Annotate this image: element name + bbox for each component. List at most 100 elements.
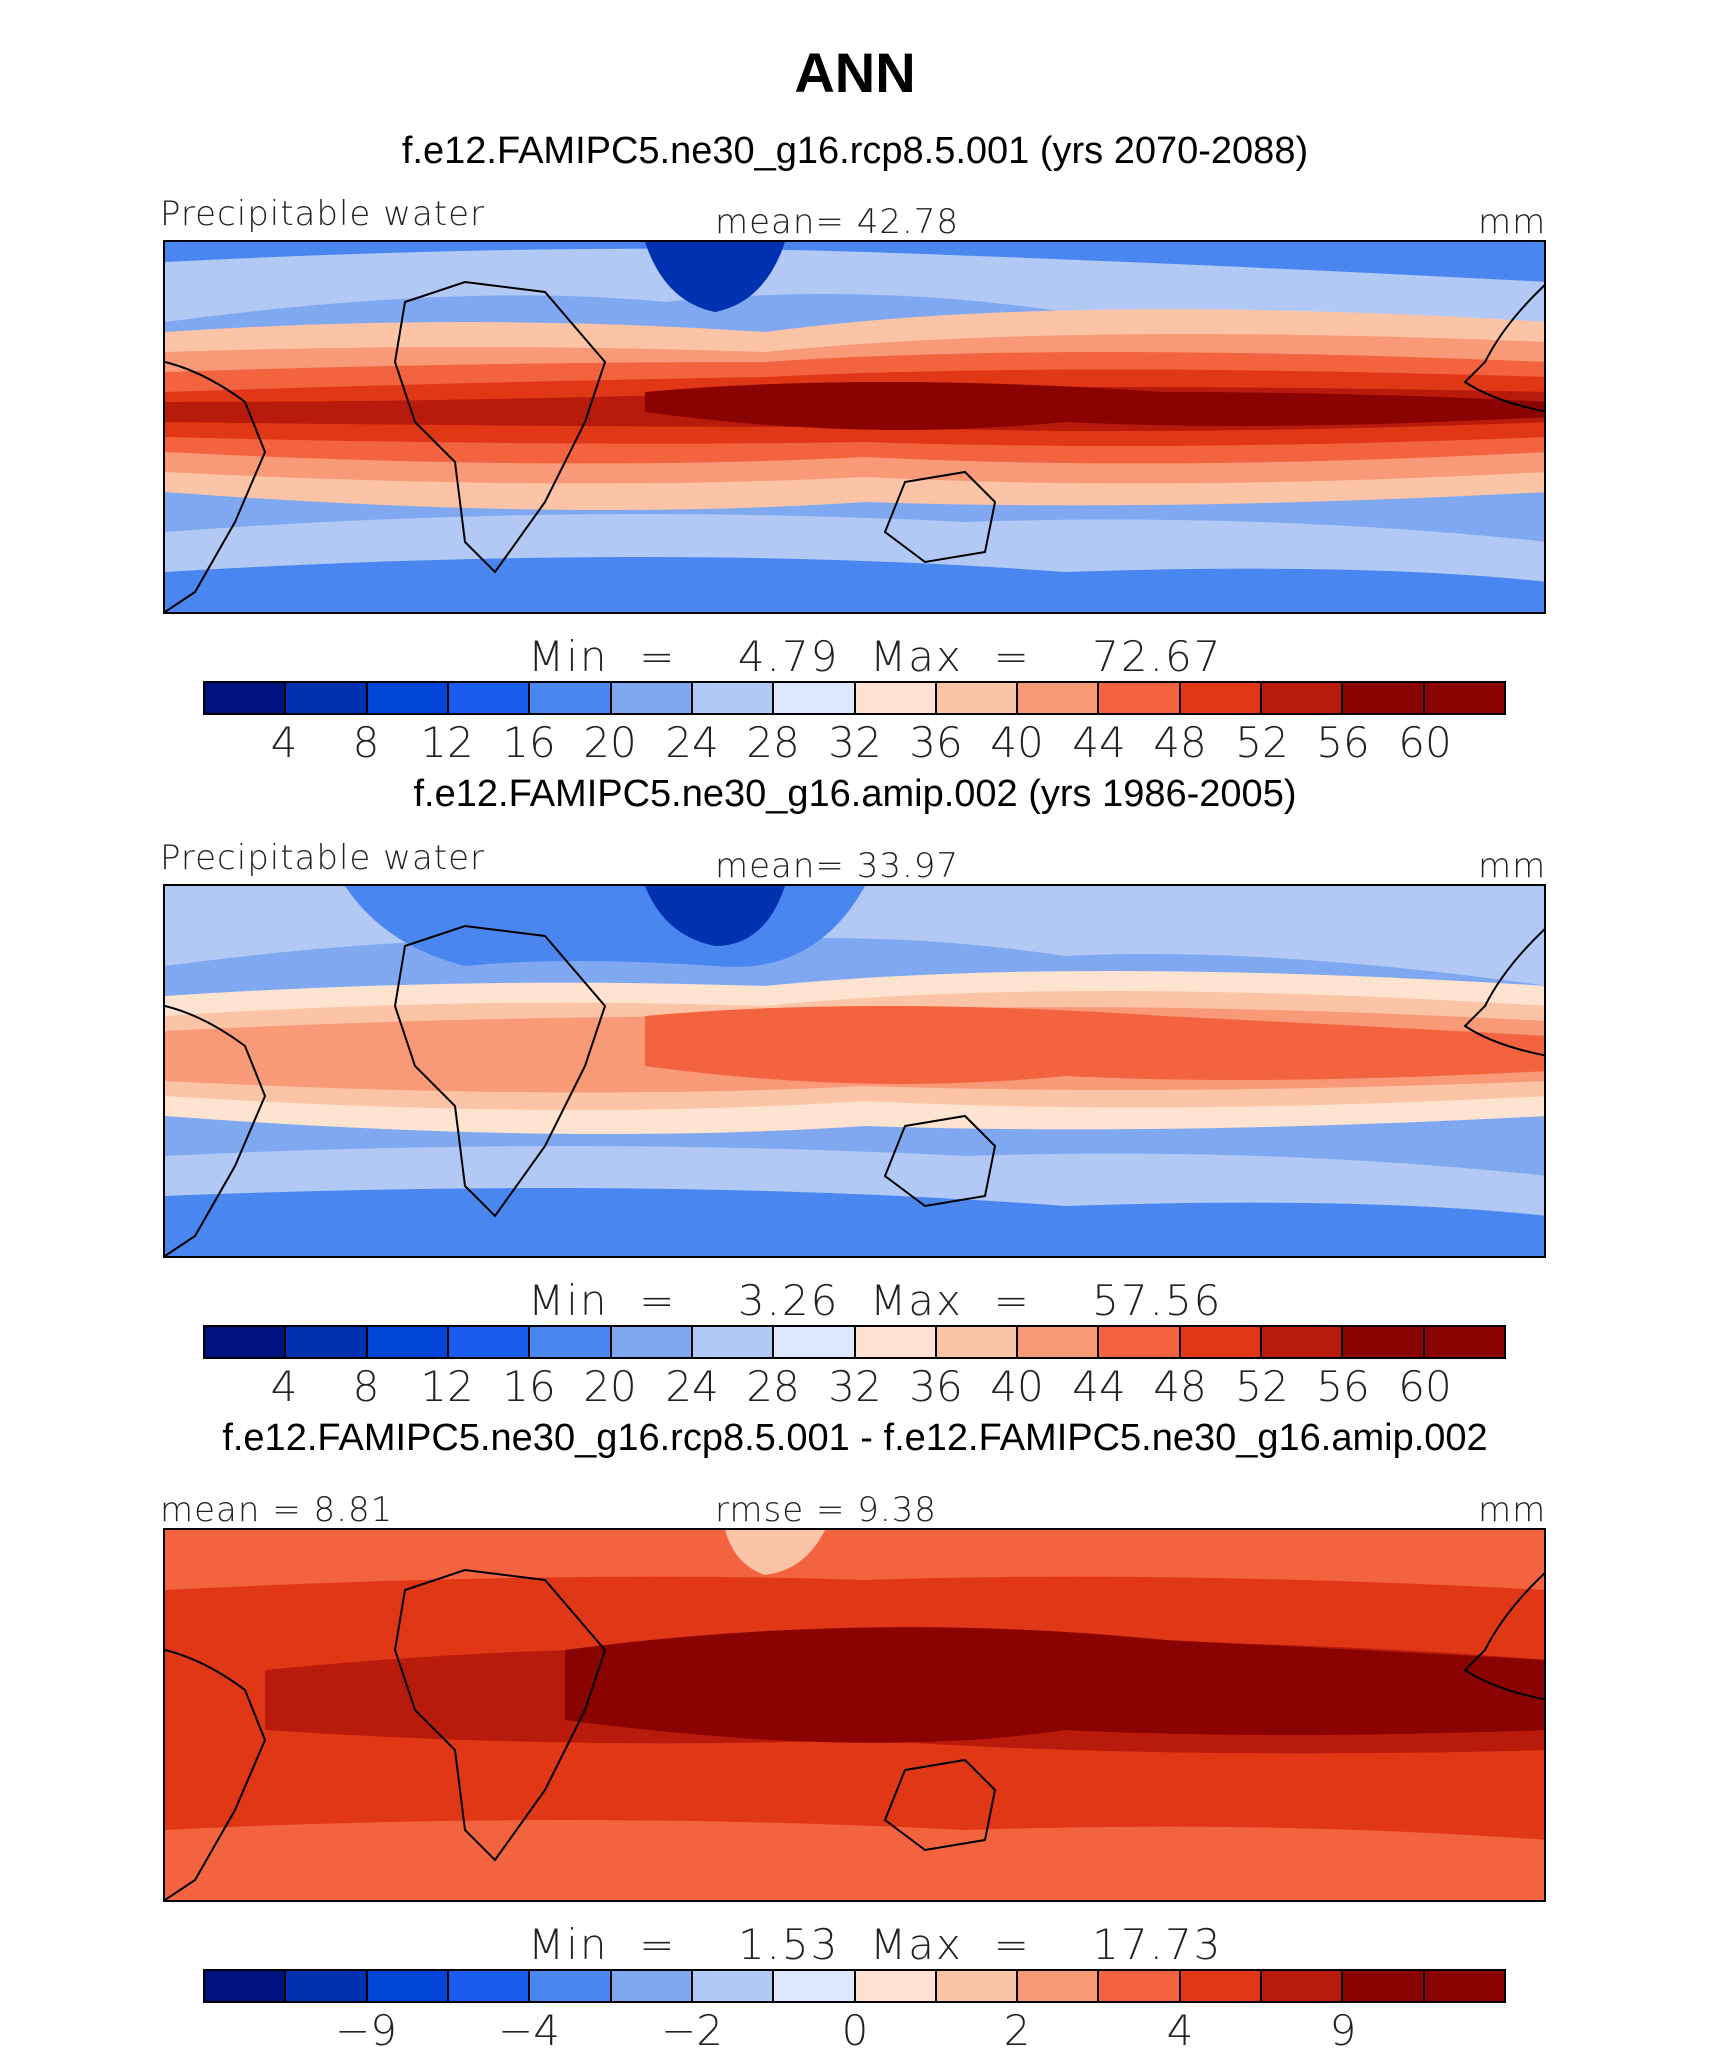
colorbar-swatch (855, 1971, 937, 2001)
colorbar-tick-label: 8 (352, 1362, 380, 1411)
panel-2-colorbar (203, 1325, 1506, 1359)
panel-2-map (163, 884, 1546, 1258)
colorbar-tick-label: −4 (498, 2006, 560, 2055)
panel-2-map-canvas (165, 886, 1544, 1256)
colorbar-swatch (286, 1971, 368, 2001)
panel-1-variable-label: Precipitable water (160, 194, 486, 234)
colorbar-tick-label: 24 (665, 718, 719, 767)
main-title: ANN (794, 41, 916, 104)
colorbar-swatch (530, 1327, 612, 1357)
colorbar-swatch (286, 683, 368, 713)
colorbar-tick-label: 16 (502, 718, 556, 767)
colorbar-swatch (1099, 1971, 1181, 2001)
colorbar-tick-label: 16 (502, 1362, 556, 1411)
colorbar-swatch (611, 683, 693, 713)
colorbar-tick-label: 56 (1316, 1362, 1370, 1411)
panel-2-title: f.e12.FAMIPC5.ne30_g16.amip.002 (yrs 198… (413, 773, 1297, 815)
colorbar-swatch (692, 683, 775, 713)
colorbar-swatch (1262, 1971, 1344, 2001)
panel-1-mean-label: mean= 42.78 (715, 202, 960, 242)
colorbar-tick-label: −2 (661, 2006, 723, 2055)
colorbar-tick-label: 40 (990, 1362, 1044, 1411)
panel-1-map-canvas (165, 242, 1544, 612)
colorbar-tick-label: 60 (1398, 718, 1452, 767)
panel-1-units-label: mm (1478, 202, 1547, 242)
colorbar-swatch (936, 683, 1019, 713)
colorbar-tick-label: 12 (420, 718, 474, 767)
colorbar-tick-label: 4 (1166, 2006, 1194, 2055)
colorbar-swatch (367, 1327, 449, 1357)
colorbar-swatch (1180, 683, 1263, 713)
colorbar-swatch (1343, 683, 1425, 713)
colorbar-swatch (936, 1327, 1019, 1357)
colorbar-swatch (367, 683, 449, 713)
colorbar-swatch (1262, 1327, 1344, 1357)
panel-3-minmax: Min = 1.53 Max = 17.73 (528, 1920, 1223, 1969)
colorbar-swatch (611, 1971, 693, 2001)
colorbar-swatch (205, 1327, 287, 1357)
colorbar-tick-label: 44 (1072, 1362, 1126, 1411)
colorbar-swatch (855, 1327, 937, 1357)
colorbar-tick-label: 2 (1003, 2006, 1031, 2055)
colorbar-tick-label: 36 (909, 718, 963, 767)
colorbar-tick-label: 36 (909, 1362, 963, 1411)
colorbar-tick-label: 48 (1153, 718, 1207, 767)
colorbar-swatch (1262, 683, 1344, 713)
colorbar-swatch (774, 1327, 856, 1357)
panel-1-minmax: Min = 4.79 Max = 72.67 (528, 632, 1223, 681)
panel-3-colorbar (203, 1969, 1506, 2003)
panel-3-mean-label: mean = 8.81 (160, 1490, 394, 1530)
colorbar-tick-label: 0 (841, 2006, 869, 2055)
colorbar-tick-label: 60 (1398, 1362, 1452, 1411)
colorbar-tick-label: 28 (746, 1362, 800, 1411)
colorbar-swatch (774, 683, 856, 713)
colorbar-swatch (692, 1327, 775, 1357)
panel-2-units-label: mm (1478, 846, 1547, 886)
colorbar-swatch (448, 1327, 531, 1357)
colorbar-tick-label: 44 (1072, 718, 1126, 767)
colorbar-swatch (530, 683, 612, 713)
colorbar-tick-label: 20 (583, 718, 637, 767)
colorbar-tick-label: 12 (420, 1362, 474, 1411)
colorbar-swatch (1018, 1971, 1100, 2001)
colorbar-swatch (1180, 1327, 1263, 1357)
colorbar-swatch (367, 1971, 449, 2001)
panel-3-title: f.e12.FAMIPC5.ne30_g16.rcp8.5.001 - f.e1… (222, 1417, 1488, 1459)
colorbar-swatch (448, 1971, 531, 2001)
colorbar-swatch (1424, 683, 1504, 713)
colorbar-tick-label: 32 (828, 718, 882, 767)
colorbar-swatch (611, 1327, 693, 1357)
panel-3-map-canvas (165, 1530, 1544, 1900)
colorbar-tick-label: 4 (270, 718, 298, 767)
panel-2-variable-label: Precipitable water (160, 838, 486, 878)
colorbar-swatch (936, 1971, 1019, 2001)
colorbar-swatch (286, 1327, 368, 1357)
colorbar-swatch (692, 1971, 775, 2001)
colorbar-swatch (448, 683, 531, 713)
colorbar-swatch (1099, 683, 1181, 713)
colorbar-tick-label: −9 (335, 2006, 397, 2055)
colorbar-tick-label: 52 (1235, 1362, 1289, 1411)
colorbar-swatch (1343, 1971, 1425, 2001)
colorbar-swatch (855, 683, 937, 713)
panel-3-rmse-label: rmse = 9.38 (715, 1490, 937, 1530)
colorbar-swatch (1424, 1971, 1504, 2001)
panel-1-title: f.e12.FAMIPC5.ne30_g16.rcp8.5.001 (yrs 2… (401, 130, 1309, 172)
colorbar-tick-label: 9 (1329, 2006, 1357, 2055)
panel-3-units-label: mm (1478, 1490, 1547, 1530)
colorbar-tick-label: 40 (990, 718, 1044, 767)
colorbar-tick-label: 32 (828, 1362, 882, 1411)
colorbar-swatch (774, 1971, 856, 2001)
colorbar-swatch (1018, 683, 1100, 713)
panel-3-map (163, 1528, 1546, 1902)
colorbar-swatch (1343, 1327, 1425, 1357)
colorbar-swatch (1018, 1327, 1100, 1357)
colorbar-tick-label: 20 (583, 1362, 637, 1411)
colorbar-swatch (1099, 1327, 1181, 1357)
colorbar-tick-label: 8 (352, 718, 380, 767)
colorbar-tick-label: 48 (1153, 1362, 1207, 1411)
colorbar-swatch (205, 1971, 287, 2001)
panel-1-map (163, 240, 1546, 614)
colorbar-swatch (1180, 1971, 1263, 2001)
colorbar-tick-label: 24 (665, 1362, 719, 1411)
